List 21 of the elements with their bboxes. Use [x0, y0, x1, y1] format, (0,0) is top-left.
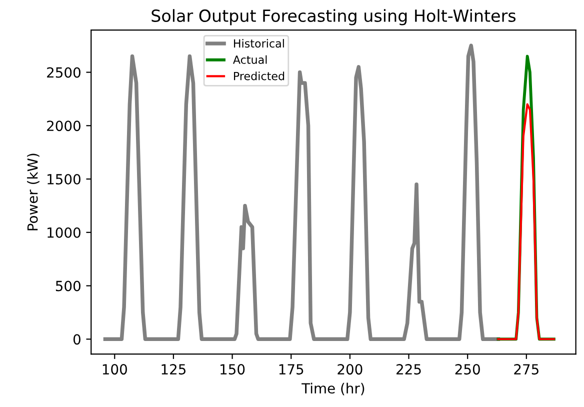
x-tick-label: 275 — [514, 364, 538, 375]
x-tick-label: 250 — [455, 364, 480, 375]
legend-label: Historical — [234, 39, 284, 48]
y-axis-title: Power (kW) — [27, 154, 40, 230]
x-tick-label: 100 — [102, 364, 127, 375]
x-axis-title: Time (hr) — [302, 382, 364, 396]
y-tick-label: 2500 — [47, 67, 80, 78]
y-tick-label: 0 — [73, 334, 80, 345]
x-tick-label: 150 — [220, 364, 245, 375]
y-tick-label: 2000 — [47, 120, 80, 132]
legend-label: Actual — [233, 55, 267, 64]
x-tick-label: 225 — [396, 364, 421, 375]
line-series — [497, 103, 555, 340]
x-tick-label: 200 — [338, 364, 362, 375]
y-tick-label: 1500 — [48, 174, 80, 184]
y-tick-label: 500 — [56, 280, 80, 292]
x-tick-label: 125 — [162, 364, 186, 375]
x-tick-label: 175 — [279, 364, 304, 375]
legend-label: Predicted — [234, 72, 284, 80]
chart-title: Solar Output Forecasting using Holt-Winters — [152, 9, 516, 26]
y-tick-label: 1000 — [48, 227, 80, 238]
